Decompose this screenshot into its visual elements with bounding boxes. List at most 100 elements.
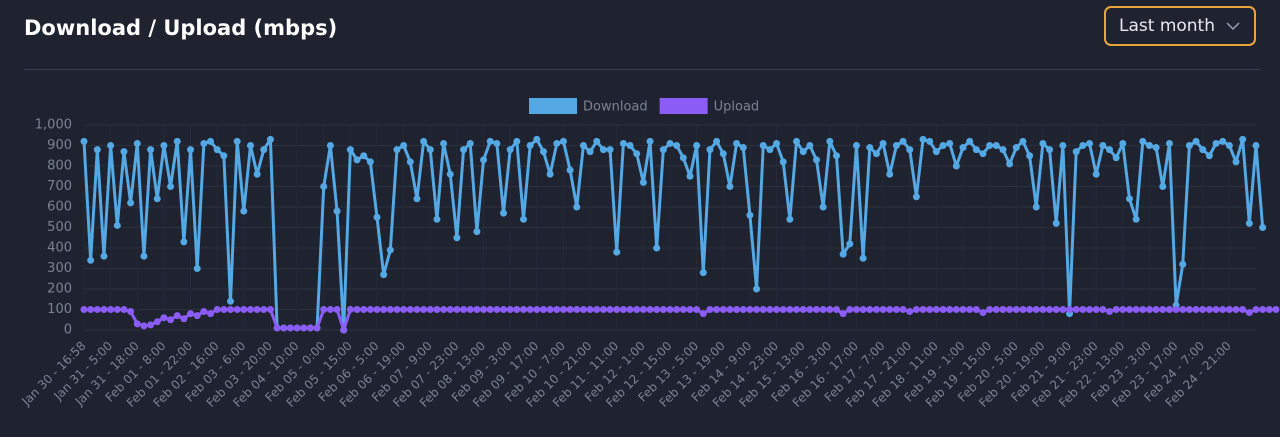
series-point [1165, 139, 1173, 147]
series-point [1072, 306, 1080, 313]
series-point [799, 306, 807, 313]
series-line [82, 137, 1265, 332]
series-point [793, 137, 801, 145]
series-point [273, 324, 281, 332]
series-point [93, 146, 101, 154]
series-point [187, 146, 195, 154]
series-point [413, 306, 421, 313]
series-point [619, 306, 627, 313]
series-point [1172, 306, 1180, 313]
series-point [966, 137, 974, 145]
series-point [486, 137, 494, 145]
series-point [759, 306, 767, 313]
series-point [959, 306, 967, 313]
series-point [952, 306, 960, 313]
series-point [80, 137, 88, 145]
series-point [120, 306, 128, 313]
series-point [753, 306, 761, 313]
series-point [113, 221, 121, 229]
series-point [353, 156, 361, 164]
series-point [813, 306, 820, 313]
series-point [892, 142, 900, 149]
series-point [739, 144, 747, 152]
series-point [113, 306, 121, 313]
series-point [919, 135, 927, 143]
series-point [1179, 260, 1187, 268]
series-point [1066, 306, 1074, 313]
series-point [353, 306, 361, 313]
series-point [1192, 137, 1200, 145]
series-point [1125, 195, 1133, 203]
series-point [686, 172, 694, 180]
series-point [120, 148, 128, 156]
series-point [926, 306, 934, 313]
series-point [346, 306, 354, 313]
series-point [1012, 144, 1020, 152]
series-point [666, 139, 674, 147]
series-point [706, 146, 714, 154]
series-point [1225, 142, 1233, 149]
series-point [1032, 203, 1040, 211]
series-point [306, 324, 314, 332]
series-point [227, 297, 234, 305]
series-point [606, 306, 614, 313]
series-point [946, 306, 954, 313]
series-point [1112, 154, 1120, 162]
series-point [1272, 306, 1280, 313]
series-point [553, 139, 561, 147]
series-point [733, 306, 741, 313]
y-tick-label: 600 [47, 200, 72, 215]
series-point [346, 146, 354, 154]
series-point [912, 193, 920, 201]
series-point [1019, 306, 1027, 313]
series-point [859, 254, 867, 262]
series-point [972, 146, 980, 154]
series-point [133, 139, 141, 147]
series-point [1145, 306, 1153, 313]
series-point [1125, 306, 1133, 313]
series-point [1159, 306, 1167, 313]
series-point [500, 209, 508, 217]
series-point [679, 154, 687, 162]
series-point [473, 306, 481, 313]
series-point [326, 306, 334, 313]
series-point [646, 137, 654, 145]
series-point [460, 306, 468, 313]
series-point [1119, 306, 1127, 313]
series-point [546, 170, 554, 178]
series-point [233, 137, 241, 145]
series-point [1072, 148, 1080, 156]
series-point [846, 306, 854, 313]
series-point [746, 211, 754, 219]
series-point [466, 139, 474, 147]
series-point [593, 137, 601, 145]
series-point [460, 146, 468, 154]
series-point [500, 306, 508, 313]
y-tick-label: 1,000 [35, 118, 72, 133]
series-point [260, 306, 268, 313]
series-point [1132, 306, 1140, 313]
series-point [420, 306, 428, 313]
series-point [453, 234, 461, 242]
series-point [992, 306, 1000, 313]
series-point [693, 306, 701, 313]
series-point [1212, 306, 1220, 313]
range-dropdown[interactable]: Last month [1104, 6, 1256, 46]
series-point [1026, 306, 1034, 313]
series-point [520, 215, 527, 223]
series-point [440, 139, 448, 147]
series-point [566, 166, 574, 174]
series-point [1252, 306, 1260, 313]
series-point [87, 256, 95, 264]
series-point [1219, 306, 1227, 313]
series-point [673, 306, 681, 313]
series-point [593, 306, 601, 313]
series-point [87, 306, 95, 313]
series-point [979, 309, 987, 317]
series-point [1232, 306, 1240, 313]
series-point [986, 142, 994, 149]
series-point [147, 146, 155, 154]
series-point [852, 306, 860, 313]
series-point [1245, 309, 1253, 317]
